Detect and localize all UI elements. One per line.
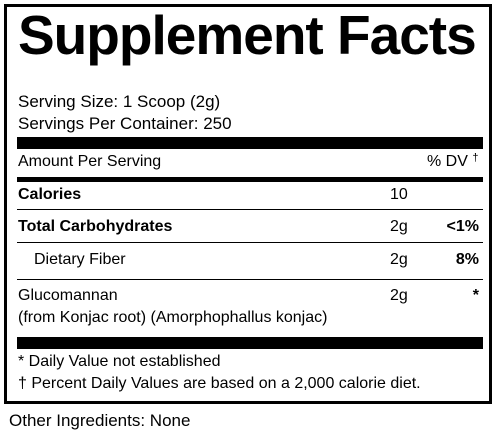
footnote-percent-daily: † Percent Daily Values are based on a 2,…	[18, 375, 421, 392]
footnote-daily-value: * Daily Value not established	[18, 353, 221, 370]
thick-divider-bottom	[17, 337, 483, 349]
row-glucomannan-source: (from Konjac root) (Amorphophallus konja…	[18, 309, 328, 326]
panel-title: Supplement Facts	[18, 4, 477, 66]
row-total-carbs-dv: <1%	[446, 218, 479, 235]
dv-label: % DV	[427, 153, 468, 170]
dv-header: % DV †	[427, 152, 479, 170]
row-divider	[17, 279, 483, 280]
amount-per-serving-label: Amount Per Serving	[18, 153, 162, 170]
row-divider	[17, 209, 483, 210]
row-total-carbs-amount: 2g	[390, 218, 408, 235]
serving-size: Serving Size: 1 Scoop (2g)	[18, 92, 221, 111]
other-ingredients: Other Ingredients: None	[9, 411, 191, 430]
row-dietary-fiber-name: Dietary Fiber	[34, 251, 126, 268]
supplement-facts-panel: Supplement Facts Serving Size: 1 Scoop (…	[4, 4, 492, 404]
row-dietary-fiber-dv: 8%	[455, 251, 479, 268]
medium-divider	[17, 177, 483, 182]
row-total-carbs-name: Total Carbohydrates	[18, 218, 173, 235]
thick-divider-top	[17, 137, 483, 149]
row-divider	[17, 242, 483, 243]
row-glucomannan-amount: 2g	[390, 287, 408, 304]
row-calories-amount: 10	[390, 186, 408, 203]
row-glucomannan-dv: *	[472, 287, 479, 304]
row-calories-name: Calories	[18, 186, 82, 203]
row-glucomannan-name: Glucomannan	[18, 287, 118, 304]
dv-dagger-mark: †	[472, 152, 479, 164]
row-dietary-fiber-amount: 2g	[390, 251, 408, 268]
servings-per-container: Servings Per Container: 250	[18, 114, 232, 133]
